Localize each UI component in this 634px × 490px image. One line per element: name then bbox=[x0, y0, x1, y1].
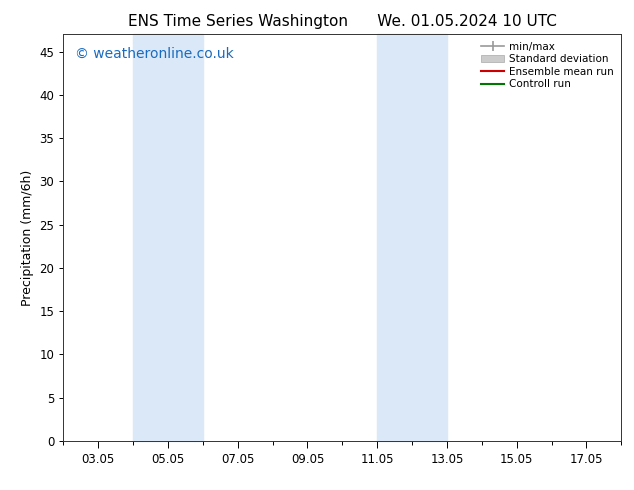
Legend: min/max, Standard deviation, Ensemble mean run, Controll run: min/max, Standard deviation, Ensemble me… bbox=[479, 40, 616, 92]
Y-axis label: Precipitation (mm/6h): Precipitation (mm/6h) bbox=[21, 170, 34, 306]
Bar bbox=[133, 34, 203, 441]
Text: © weatheronline.co.uk: © weatheronline.co.uk bbox=[75, 47, 233, 60]
Bar bbox=[377, 34, 447, 441]
Title: ENS Time Series Washington      We. 01.05.2024 10 UTC: ENS Time Series Washington We. 01.05.202… bbox=[128, 14, 557, 29]
